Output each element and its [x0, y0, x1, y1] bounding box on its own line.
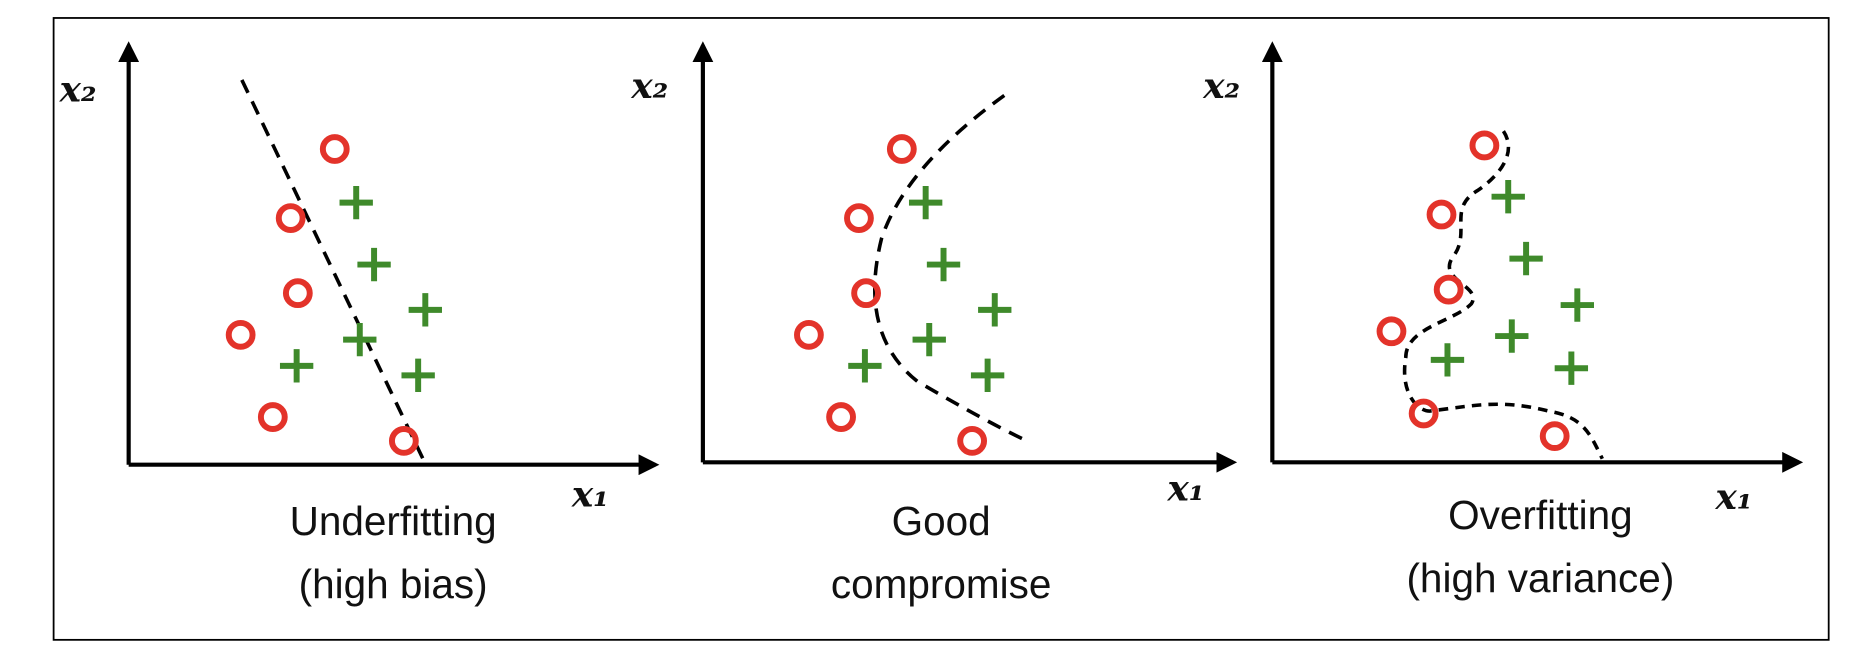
x-axis-label: x₁	[1167, 467, 1205, 509]
class-circle	[282, 278, 313, 309]
class-plus	[1554, 351, 1589, 385]
x-axis-label: x₁	[1715, 476, 1753, 518]
class-plus	[908, 185, 943, 220]
class-plus	[343, 322, 377, 357]
y-axis-label: x₂	[1202, 65, 1240, 107]
class-plus	[970, 358, 1005, 393]
class-circle	[1469, 130, 1500, 161]
class-plus	[1491, 179, 1525, 214]
decision-boundary	[1402, 130, 1604, 460]
class-circle	[851, 278, 881, 309]
panel-title: (high variance)	[1406, 555, 1674, 601]
class-circle	[1539, 421, 1570, 452]
class-circle	[1408, 398, 1439, 429]
class-plus	[926, 247, 961, 282]
y-axis-label: x₂	[59, 68, 97, 110]
class-circle	[794, 319, 824, 350]
class-circle	[1433, 274, 1464, 305]
class-circle	[886, 134, 917, 164]
class-plus	[279, 349, 314, 383]
panel-title: compromise	[831, 561, 1052, 607]
class-circle	[1426, 199, 1457, 230]
panel-title: (high bias)	[299, 561, 488, 607]
class-circle	[826, 402, 856, 432]
class-plus	[1560, 288, 1594, 322]
class-plus	[978, 293, 1012, 327]
class-plus	[408, 293, 442, 327]
frame	[52, 17, 1830, 641]
class-plus	[1495, 319, 1529, 353]
class-circle	[957, 425, 988, 456]
panel-title: Overfitting	[1448, 492, 1633, 538]
class-plus	[912, 322, 946, 357]
class-circle	[257, 402, 288, 432]
class-plus	[357, 247, 391, 282]
class-circle	[319, 134, 350, 164]
class-circle	[1376, 316, 1407, 347]
class-plus	[339, 185, 373, 220]
y-axis-label: x₂	[630, 65, 668, 107]
panel-title: Underfitting	[290, 498, 497, 544]
class-plus	[401, 358, 435, 393]
panel-title: Good	[892, 498, 991, 544]
class-plus	[1509, 241, 1543, 276]
x-axis-label: x₁	[571, 473, 609, 515]
class-circle	[388, 425, 419, 456]
decision-boundary	[873, 93, 1028, 443]
class-circle	[275, 203, 306, 234]
class-circle	[844, 203, 874, 234]
class-plus	[1430, 343, 1465, 377]
class-circle	[225, 319, 256, 350]
class-plus	[848, 349, 882, 383]
